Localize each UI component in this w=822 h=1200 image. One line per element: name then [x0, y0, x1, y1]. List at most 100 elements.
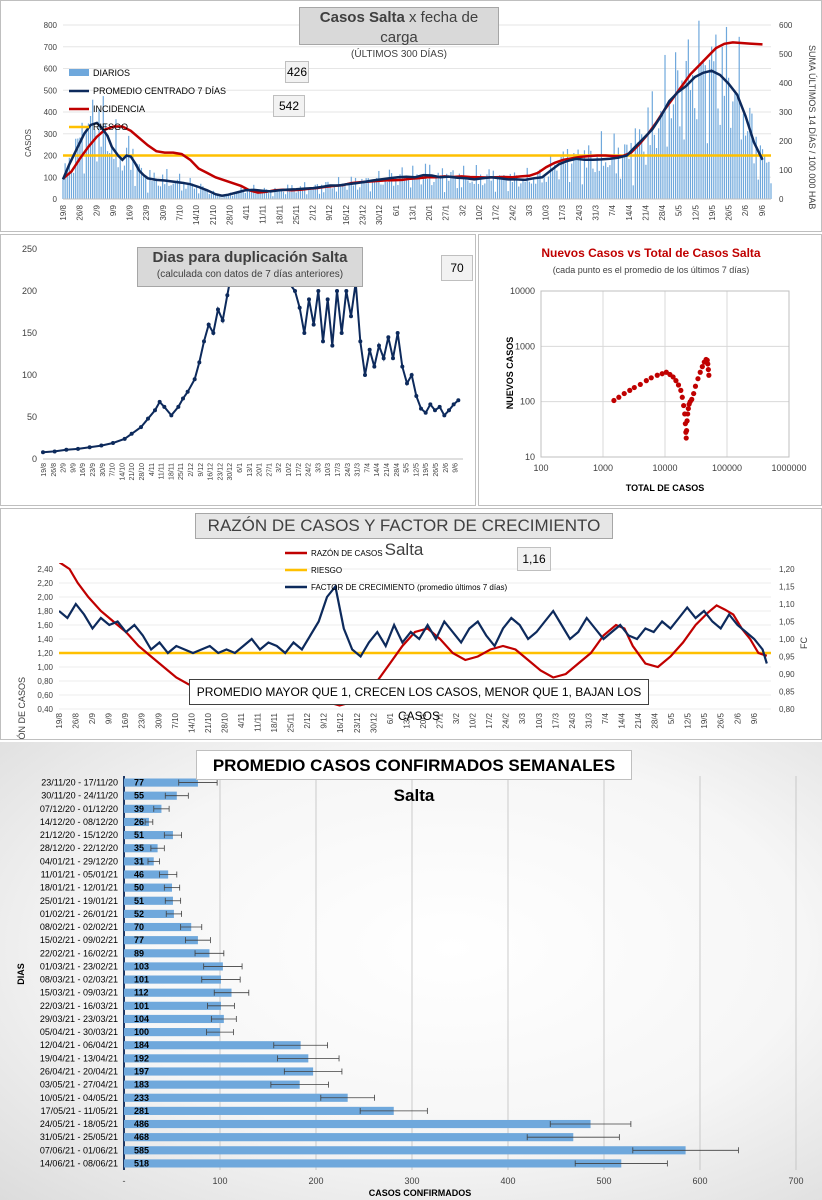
- p1-daily-bar: [195, 185, 198, 199]
- p5-xtick: 500: [596, 1176, 611, 1186]
- growth-title-box: RAZÓN DE CASOS Y FACTOR DE CRECIMIENTO S…: [195, 513, 613, 559]
- p1-daily-bar: [594, 172, 596, 199]
- p1-daily-bar: [734, 92, 736, 199]
- p1-daily-bar: [140, 167, 143, 199]
- p2-xtick: 21/4: [384, 463, 391, 477]
- p1-daily-bar: [647, 107, 649, 199]
- p2-ytick: 150: [22, 328, 37, 338]
- p1-daily-bar: [685, 60, 687, 199]
- incidence-value-box: 542: [273, 95, 305, 117]
- p5-bar: [124, 949, 210, 958]
- p2-doubling-point: [335, 289, 339, 293]
- p1-daily-bar: [465, 176, 467, 199]
- p1-daily-bar: [399, 174, 401, 199]
- p5-bar: [124, 1041, 301, 1050]
- p4-xtick: 4/11: [237, 712, 246, 728]
- p1-daily-bar: [382, 184, 384, 199]
- p1-legend-label: PROMEDIO CENTRADO 7 DÍAS: [93, 86, 226, 96]
- p1-daily-bar: [764, 155, 766, 199]
- p1-xtick: 23/12: [359, 204, 368, 225]
- p1-daily-bar: [634, 128, 636, 199]
- p3-xtick: 10000: [652, 463, 677, 473]
- p1-daily-bar: [365, 178, 367, 199]
- p5-value-label: 518: [134, 1158, 149, 1168]
- p1-daily-bar: [528, 181, 530, 199]
- p5-bar: [124, 1001, 221, 1010]
- growth-factor-panel: 0,40 0,60 0,80 1,00 1,20 1,40 1,60 1,80 2,00 2,20…: [0, 508, 822, 740]
- p5-category-label: 31/05/21 - 25/05/21: [40, 1132, 118, 1142]
- p1-daily-bar: [284, 194, 287, 199]
- p3-scatter-point: [654, 372, 660, 378]
- p5-category-label: 14/06/21 - 08/06/21: [40, 1158, 118, 1168]
- p1-daily-bar: [679, 126, 681, 199]
- p1-daily-bar: [549, 155, 552, 199]
- weekly-cases-title: PROMEDIO CASOS CONFIRMADOS SEMANALES Sal…: [196, 750, 632, 805]
- p1-daily-bar: [397, 185, 399, 199]
- p1-xtick: 25/11: [292, 204, 301, 224]
- p1-daily-bar: [516, 175, 518, 199]
- p1-daily-bar: [543, 175, 545, 199]
- p1-daily-bar: [569, 181, 571, 199]
- p5-bar: [124, 791, 177, 800]
- p1-xtick: 30/9: [159, 204, 168, 220]
- p1-daily-bar: [168, 185, 170, 199]
- doubling-title-box: Dias para duplicación Salta (calculada c…: [137, 247, 363, 287]
- p5-category-label: 19/04/21 - 13/04/21: [40, 1053, 118, 1063]
- p2-ytick: 50: [27, 412, 37, 422]
- p1-daily-bar: [738, 36, 740, 199]
- p3-scatter-point: [685, 411, 691, 417]
- p4-xtick: 10/3: [535, 712, 544, 728]
- p1-daily-bar: [749, 107, 751, 199]
- p1-daily-bar: [482, 185, 484, 199]
- p5-value-label: 585: [134, 1145, 149, 1155]
- p2-doubling-point: [181, 396, 185, 401]
- p1-daily-bar: [552, 170, 554, 199]
- p5-bar: [124, 844, 158, 853]
- p2-doubling-point: [225, 293, 230, 298]
- p1-daily-bar: [486, 174, 488, 199]
- p1-daily-bar: [291, 185, 293, 199]
- p1-daily-bar: [244, 192, 246, 199]
- p1-daily-bar: [79, 137, 81, 199]
- p1-daily-bar: [706, 143, 709, 199]
- p4-xtick: 26/5: [717, 712, 726, 728]
- p5-category-label: 10/05/21 - 04/05/21: [40, 1093, 118, 1103]
- p1-daily-bar: [270, 190, 272, 199]
- p4-xtick: 25/11: [287, 712, 296, 732]
- p1-daily-bar: [579, 156, 581, 199]
- p2-doubling-point: [211, 331, 216, 335]
- p1-daily-bar: [704, 65, 706, 199]
- p1-daily-bar: [251, 188, 253, 199]
- p5-bar: [124, 1014, 224, 1024]
- p1-daily-bar: [651, 91, 653, 199]
- p1-daily-bar: [768, 161, 770, 199]
- p5-value-label: 197: [134, 1067, 149, 1077]
- p1-daily-bar: [757, 179, 759, 199]
- p3-scatter-point: [659, 371, 665, 377]
- p1-legend-swatch: [69, 69, 89, 76]
- p4-xtick: 24/2: [502, 712, 511, 728]
- p4-y2tick: 1,15: [779, 583, 795, 592]
- p3-xtick: 100000: [712, 463, 742, 473]
- p5-value-label: 100: [134, 1027, 149, 1037]
- p2-xtick: 7/10: [110, 463, 117, 477]
- p1-xtick: 10/2: [475, 204, 484, 220]
- p1-daily-bar: [85, 129, 87, 199]
- p1-daily-bar: [265, 189, 268, 199]
- p1-ytick: 800: [44, 21, 58, 30]
- p2-xtick: 23/12: [217, 463, 224, 481]
- p1-daily-bar: [115, 119, 117, 199]
- p1-daily-bar: [191, 183, 193, 199]
- p1-xtick: 21/4: [641, 204, 650, 220]
- p1-daily-bar: [369, 191, 371, 199]
- p1-daily-bar: [183, 181, 185, 199]
- p5-xlabel: CASOS CONFIRMADOS: [369, 1188, 472, 1198]
- p2-doubling-point: [185, 389, 190, 394]
- p2-doubling-point: [451, 402, 456, 407]
- p4-xtick: 13/1: [402, 712, 411, 728]
- p1-daily-bar: [613, 133, 615, 199]
- p1-daily-bar: [225, 194, 227, 199]
- p1-daily-bar: [723, 95, 725, 199]
- p1-daily-bar: [282, 191, 285, 199]
- p1-xtick: 19/8: [59, 204, 68, 220]
